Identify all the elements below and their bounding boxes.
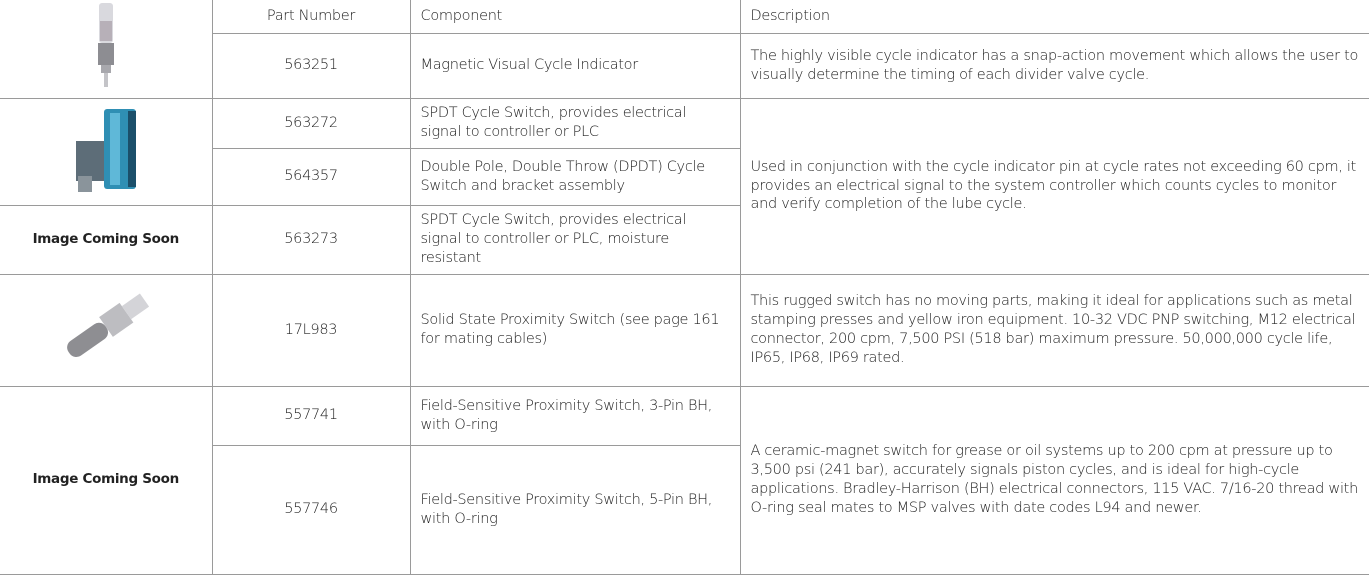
- description: This rugged switch has no moving parts, …: [739, 273, 1369, 387]
- row: 563272 SPDT Cycle Switch, provides elect…: [0, 97, 1369, 275]
- cycle-switch-image: [75, 109, 136, 193]
- row: 557746 Field-Sensitive Proximity Switch,…: [0, 444, 1369, 575]
- row: Image Coming Soon 557741 Field-Sensitive…: [0, 385, 1369, 575]
- component: Double Pole, Double Throw (DPDT) Cycle S…: [409, 147, 741, 206]
- description: The highly visible cycle indicator has a…: [739, 32, 1369, 99]
- row: Image Coming Soon 563273 SPDT Cycle Swit…: [0, 204, 1369, 275]
- description: Used in conjunction with the cycle indic…: [739, 97, 1369, 275]
- image-cell: [0, 0, 213, 99]
- header-row: Part Number Component Description: [0, 0, 1369, 99]
- component: SPDT Cycle Switch, provides electrical s…: [409, 204, 741, 275]
- component: Solid State Proximity Switch (see page 1…: [409, 273, 741, 387]
- part-number: 563272: [211, 97, 411, 149]
- image-cell: [0, 273, 213, 387]
- row: 17L983 Solid State Proximity Switch (see…: [0, 273, 1369, 387]
- component: SPDT Cycle Switch, provides electrical s…: [409, 97, 741, 149]
- row: 563251 Magnetic Visual Cycle Indicator T…: [0, 32, 1369, 99]
- cycle-indicator-image: [97, 2, 114, 87]
- component: Field-Sensitive Proximity Switch, 3-Pin …: [409, 385, 741, 446]
- header-cell: Component: [409, 0, 741, 34]
- part-number: 563251: [211, 32, 411, 99]
- header-cell: Part Number: [211, 0, 411, 34]
- description: A ceramic-magnet switch for grease or oi…: [739, 385, 1369, 575]
- part-number: 557746: [211, 444, 411, 575]
- part-number: 564357: [211, 147, 411, 206]
- image-placeholder: Image Coming Soon: [0, 385, 213, 575]
- part-number: 557741: [211, 385, 411, 446]
- part-number: 17L983: [211, 273, 411, 387]
- row: 564357 Double Pole, Double Throw (DPDT) …: [0, 147, 1369, 206]
- image-cell: [0, 97, 213, 206]
- header-cell: Description: [739, 0, 1369, 34]
- image-placeholder: Image Coming Soon: [0, 204, 213, 275]
- component: Magnetic Visual Cycle Indicator: [409, 32, 741, 99]
- proximity-switch-image: [66, 293, 149, 358]
- component: Field-Sensitive Proximity Switch, 5-Pin …: [409, 444, 741, 575]
- part-number: 563273: [211, 204, 411, 275]
